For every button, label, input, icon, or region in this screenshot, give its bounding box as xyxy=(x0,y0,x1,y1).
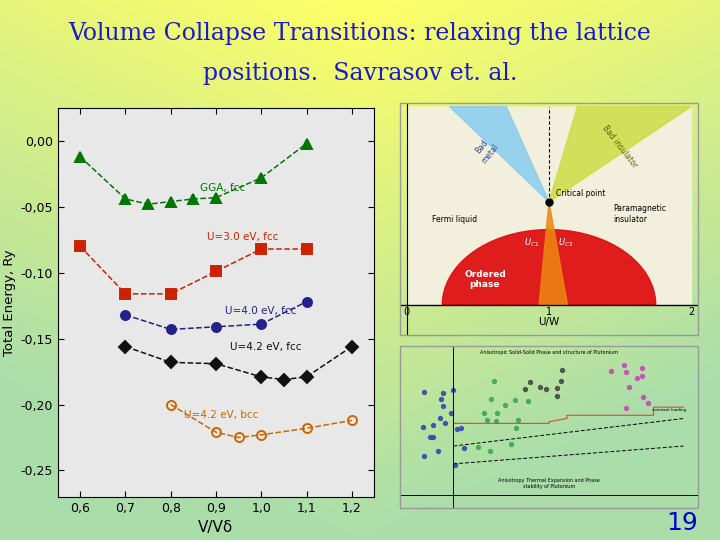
Point xyxy=(551,384,562,393)
Point xyxy=(636,371,648,380)
Point xyxy=(534,383,546,391)
Text: U=4.2 eV, bcc: U=4.2 eV, bcc xyxy=(184,410,258,420)
Point xyxy=(479,408,490,417)
Polygon shape xyxy=(442,230,656,305)
Point xyxy=(621,367,632,376)
Point xyxy=(418,423,429,431)
Point xyxy=(510,424,522,433)
Point xyxy=(459,444,470,453)
Text: U/W: U/W xyxy=(539,317,559,327)
Point xyxy=(484,447,495,455)
Point xyxy=(499,400,510,409)
Bar xyxy=(407,106,691,305)
Point xyxy=(491,416,503,425)
Point xyxy=(445,409,456,417)
Point xyxy=(451,425,462,434)
Point xyxy=(488,377,500,386)
Point xyxy=(552,392,563,401)
Point xyxy=(557,366,568,374)
Text: Bad insulator: Bad insulator xyxy=(601,123,639,169)
Point xyxy=(556,377,567,386)
Point xyxy=(437,389,449,398)
Text: 0: 0 xyxy=(404,307,410,317)
Text: 1: 1 xyxy=(546,307,552,317)
Point xyxy=(513,416,524,424)
Point xyxy=(642,399,654,408)
Point xyxy=(439,418,451,427)
Polygon shape xyxy=(549,106,691,202)
X-axis label: V/Vδ: V/Vδ xyxy=(199,520,233,535)
Text: U=3.0 eV, fcc: U=3.0 eV, fcc xyxy=(207,232,279,242)
Text: Anisotropy Thermal Expansion and Phase
stability of Plutonium: Anisotropy Thermal Expansion and Phase s… xyxy=(498,478,600,489)
Text: positions.  Savrasov et. al.: positions. Savrasov et. al. xyxy=(203,63,517,85)
Polygon shape xyxy=(449,106,549,202)
Point xyxy=(481,415,492,424)
Text: GGA, fcc: GGA, fcc xyxy=(200,184,246,193)
Text: Critical point: Critical point xyxy=(556,189,606,198)
Point xyxy=(522,397,534,406)
Point xyxy=(636,363,648,372)
Point xyxy=(428,433,439,441)
Y-axis label: Total Energy, Ry: Total Energy, Ry xyxy=(3,249,16,356)
Text: constant loading: constant loading xyxy=(652,408,686,413)
Point xyxy=(427,420,438,429)
Point xyxy=(519,385,531,394)
Point xyxy=(456,424,467,433)
Point xyxy=(437,402,449,410)
Text: $U_{C2}$: $U_{C2}$ xyxy=(559,237,574,249)
Point xyxy=(618,360,629,369)
Text: Paramagnetic
insulator: Paramagnetic insulator xyxy=(613,204,666,224)
Point xyxy=(505,440,516,449)
Point xyxy=(524,377,536,386)
Point xyxy=(620,404,631,413)
Text: U=4.2 eV, fcc: U=4.2 eV, fcc xyxy=(230,342,301,352)
Point xyxy=(485,395,497,403)
Text: Ordered
phase: Ordered phase xyxy=(464,269,506,289)
Polygon shape xyxy=(539,202,567,305)
Point xyxy=(509,396,521,404)
Point xyxy=(424,433,436,442)
Point xyxy=(637,393,649,401)
Text: $U_{C1}$: $U_{C1}$ xyxy=(524,237,539,249)
Text: 19: 19 xyxy=(667,511,698,535)
Point xyxy=(434,414,446,423)
Point xyxy=(432,446,444,455)
Point xyxy=(450,461,462,469)
Point xyxy=(491,408,503,417)
Point xyxy=(447,386,459,394)
Text: Fermi liquid: Fermi liquid xyxy=(432,215,477,224)
Point xyxy=(540,384,552,393)
Point xyxy=(606,367,617,376)
Text: Anisotropic Solid-Solid Phase and structure of Plutonium: Anisotropic Solid-Solid Phase and struct… xyxy=(480,350,618,355)
Point xyxy=(624,383,635,391)
Text: Volume Collapse Transitions: relaxing the lattice: Volume Collapse Transitions: relaxing th… xyxy=(68,22,652,45)
Point xyxy=(418,387,430,396)
Point xyxy=(435,395,446,403)
Text: 2: 2 xyxy=(688,307,694,317)
Text: U=4.0 eV, fcc: U=4.0 eV, fcc xyxy=(225,306,297,316)
Point xyxy=(418,452,430,461)
Point xyxy=(472,443,484,451)
Point xyxy=(631,374,643,383)
Text: Bad
metal: Bad metal xyxy=(472,136,501,165)
